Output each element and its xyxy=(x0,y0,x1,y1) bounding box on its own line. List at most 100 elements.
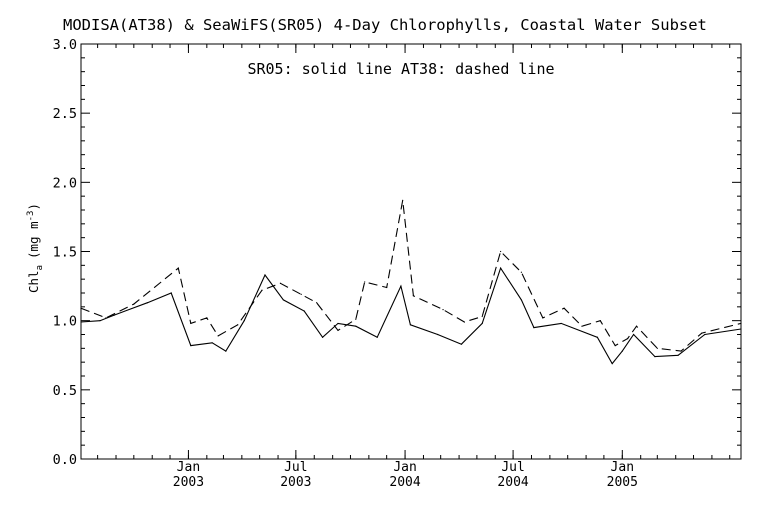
data-point-at38 xyxy=(656,347,658,349)
data-point-sr05 xyxy=(632,333,635,336)
data-point-at38 xyxy=(627,338,629,340)
data-point-sr05 xyxy=(460,343,463,345)
data-point-sr05 xyxy=(654,356,656,358)
data-point-at38 xyxy=(563,307,565,309)
data-point-at38 xyxy=(279,282,282,284)
data-point-sr05 xyxy=(303,310,305,312)
x-tick-label-year: 2004 xyxy=(389,475,420,490)
data-point-sr05 xyxy=(243,320,245,322)
data-point-at38 xyxy=(442,309,444,311)
data-point-at38 xyxy=(300,293,302,295)
x-tick-label-year: 2003 xyxy=(280,475,311,490)
data-point-at38 xyxy=(190,322,192,325)
x-tick-label-year: 2005 xyxy=(607,475,638,490)
data-point-sr05 xyxy=(704,333,706,336)
data-point-sr05 xyxy=(282,299,284,301)
data-point-at38 xyxy=(614,344,616,347)
data-point-at38 xyxy=(542,317,544,319)
data-point-at38 xyxy=(217,335,219,337)
data-point-at38 xyxy=(500,250,502,253)
data-point-at38 xyxy=(261,289,263,291)
data-point-sr05 xyxy=(225,350,227,352)
series-line-at38 xyxy=(80,200,742,352)
y-axis-label-units-exponent: -3 xyxy=(26,211,36,222)
data-point-sr05 xyxy=(409,324,412,326)
y-axis-label-subscript: a xyxy=(35,265,45,270)
plot-frame xyxy=(80,43,742,460)
data-point-at38 xyxy=(386,286,388,289)
data-point-at38 xyxy=(80,307,82,309)
y-axis-label-main: Chl xyxy=(26,270,41,293)
data-point-sr05 xyxy=(211,342,213,344)
data-point-at38 xyxy=(105,317,107,319)
data-point-sr05 xyxy=(80,321,82,323)
series-lines xyxy=(80,199,742,365)
data-point-at38 xyxy=(316,302,318,304)
data-point-sr05 xyxy=(99,320,101,322)
data-point-at38 xyxy=(355,318,357,320)
data-point-at38 xyxy=(520,271,522,273)
x-tick-label-month: Jan xyxy=(611,460,634,475)
data-point-at38 xyxy=(206,317,208,319)
chart-title: MODISA(AT38) & SeaWiFS(SR05) 4-Day Chlor… xyxy=(63,16,707,34)
data-point-sr05 xyxy=(113,314,115,316)
data-point-at38 xyxy=(635,325,638,327)
series-line-sr05 xyxy=(80,266,742,365)
data-point-sr05 xyxy=(621,350,623,352)
data-point-sr05 xyxy=(481,322,483,325)
series-key-annotation: SR05: solid line AT38: dashed line xyxy=(247,60,554,78)
data-point-sr05 xyxy=(611,362,613,365)
data-point-at38 xyxy=(481,315,483,318)
data-point-at38 xyxy=(701,332,703,334)
data-point-at38 xyxy=(364,281,366,283)
data-point-sr05 xyxy=(170,292,172,294)
plot-axes xyxy=(80,43,742,460)
data-point-at38 xyxy=(740,322,742,325)
y-tick-label: 2.0 xyxy=(53,175,77,191)
y-axis-ticks: 0.0 0.5 1.0 1.5 2.0 2.5 3.0 xyxy=(53,37,741,468)
data-point-sr05 xyxy=(355,325,357,327)
x-tick-label-month: Jul xyxy=(284,460,307,475)
x-tick-label-month: Jan xyxy=(177,460,200,475)
data-point-sr05 xyxy=(740,328,742,330)
y-axis-label-units: (mg m xyxy=(26,221,41,259)
data-point-sr05 xyxy=(500,267,502,269)
data-point-sr05 xyxy=(337,322,339,325)
data-point-sr05 xyxy=(400,285,402,287)
data-point-at38 xyxy=(133,303,135,305)
data-point-at38 xyxy=(463,321,466,323)
x-tick-label-year: 2004 xyxy=(497,475,528,490)
data-point-at38 xyxy=(177,267,179,269)
y-axis-label: Chla (mg m-3) xyxy=(26,203,45,293)
y-tick-label: 0.5 xyxy=(53,383,77,399)
data-point-sr05 xyxy=(321,336,324,338)
y-tick-label: 3.0 xyxy=(53,37,77,53)
data-point-sr05 xyxy=(376,336,378,338)
y-tick-label: 1.5 xyxy=(53,245,77,261)
data-point-sr05 xyxy=(677,354,679,356)
data-point-sr05 xyxy=(437,333,439,336)
data-point-at38 xyxy=(337,329,339,331)
data-point-sr05 xyxy=(533,326,535,329)
data-point-at38 xyxy=(412,295,414,297)
data-point-sr05 xyxy=(190,344,192,347)
data-point-at38 xyxy=(402,199,404,201)
data-point-at38 xyxy=(599,320,601,322)
y-axis-label-units-close: ) xyxy=(26,203,41,211)
y-tick-label: 2.5 xyxy=(53,106,77,122)
x-tick-label-month: Jan xyxy=(393,460,416,475)
x-tick-label-year: 2003 xyxy=(173,475,204,490)
data-point-sr05 xyxy=(596,336,598,338)
x-tick-label-month: Jul xyxy=(501,460,524,475)
data-point-sr05 xyxy=(264,274,266,276)
data-point-at38 xyxy=(581,325,583,327)
data-point-at38 xyxy=(237,324,239,326)
y-tick-label: 0.0 xyxy=(53,452,77,468)
data-point-sr05 xyxy=(520,299,522,301)
data-point-sr05 xyxy=(560,322,562,325)
data-point-sr05 xyxy=(146,302,149,304)
y-tick-label: 1.0 xyxy=(53,314,77,330)
data-point-at38 xyxy=(680,350,682,352)
